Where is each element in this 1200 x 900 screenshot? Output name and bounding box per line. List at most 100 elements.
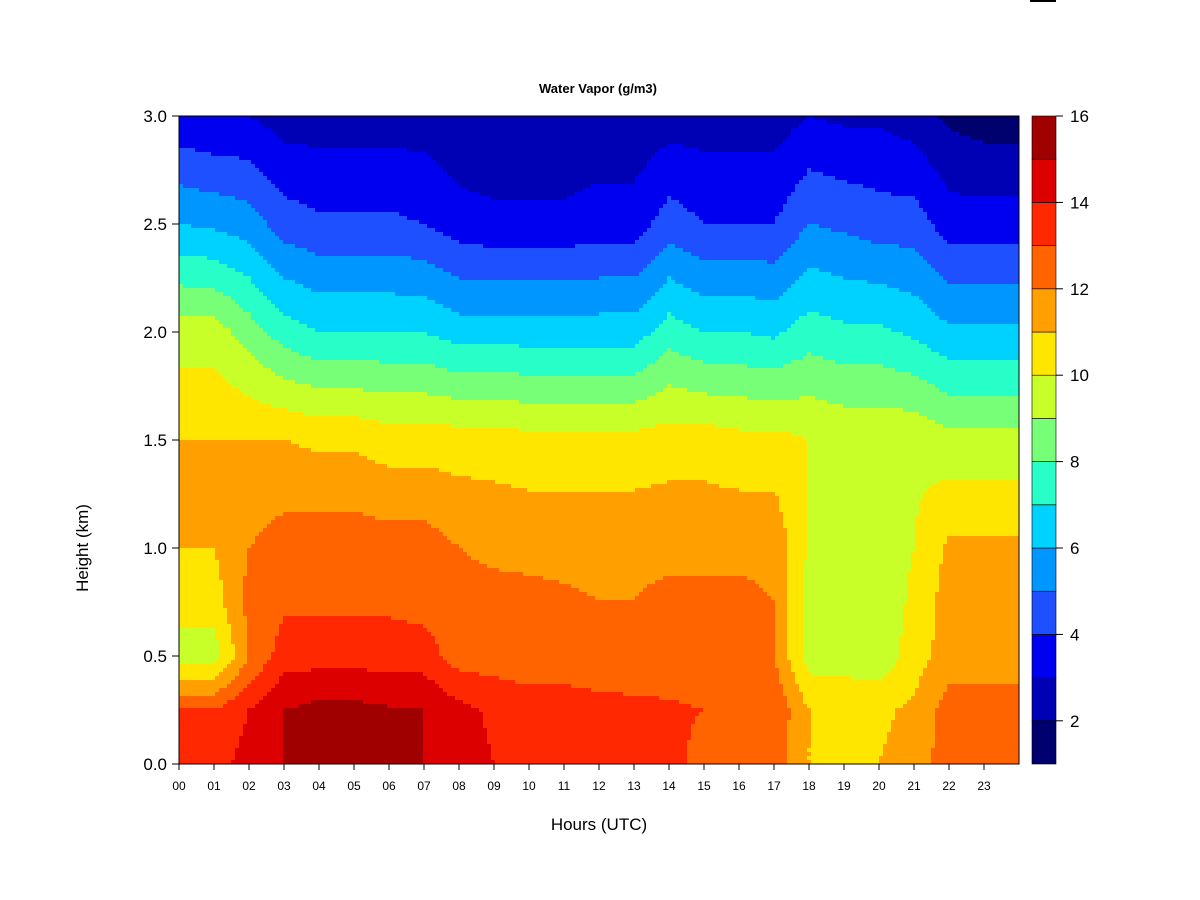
heatmap-cell <box>223 672 228 677</box>
heatmap-cell <box>243 424 248 429</box>
heatmap-cell <box>263 216 268 221</box>
heatmap-cell <box>251 548 256 553</box>
heatmap-cell <box>243 568 248 573</box>
heatmap-cell <box>203 180 208 185</box>
heatmap-cell <box>267 632 272 637</box>
heatmap-cell <box>235 620 240 625</box>
heatmap-cell <box>191 280 196 285</box>
heatmap-cell <box>299 200 304 205</box>
heatmap-cell <box>215 548 220 553</box>
heatmap-cell <box>227 496 232 501</box>
heatmap-cell <box>287 692 292 697</box>
heatmap-cell <box>195 400 200 405</box>
heatmap-cell <box>259 664 264 669</box>
heatmap-cell <box>255 252 260 257</box>
heatmap-cell <box>299 392 304 397</box>
heatmap-cell <box>195 416 200 421</box>
heatmap-cell <box>231 608 236 613</box>
heatmap-cell <box>275 748 280 753</box>
heatmap-cell <box>227 280 232 285</box>
heatmap-cell <box>263 728 268 733</box>
heatmap-cell <box>255 180 260 185</box>
heatmap-cell <box>263 492 268 497</box>
heatmap-cell <box>223 228 228 233</box>
heatmap-cell <box>203 436 208 441</box>
heatmap-cell <box>239 180 244 185</box>
heatmap-cell <box>179 276 184 281</box>
heatmap-cell <box>267 528 272 533</box>
heatmap-cell <box>251 252 256 257</box>
heatmap-cell <box>195 136 200 141</box>
heatmap-cell <box>263 672 268 677</box>
heatmap-cell <box>295 304 300 309</box>
heatmap-cell <box>287 176 292 181</box>
heatmap-cell <box>183 508 188 513</box>
heatmap-cell <box>239 128 244 133</box>
heatmap-cell <box>271 612 276 617</box>
heatmap-cell <box>191 212 196 217</box>
heatmap-cell <box>179 684 184 689</box>
heatmap-cell <box>235 292 240 297</box>
heatmap-cell <box>239 644 244 649</box>
heatmap-cell <box>195 592 200 597</box>
heatmap-cell <box>287 136 292 141</box>
heatmap-cell <box>299 304 304 309</box>
heatmap-cell <box>211 416 216 421</box>
heatmap-cell <box>235 176 240 181</box>
heatmap-cell <box>267 432 272 437</box>
heatmap-cell <box>203 184 208 189</box>
heatmap-cell <box>215 176 220 181</box>
heatmap-cell <box>227 180 232 185</box>
heatmap-cell <box>279 448 284 453</box>
heatmap-cell <box>275 248 280 253</box>
heatmap-cell <box>279 352 284 357</box>
heatmap-cell <box>219 636 224 641</box>
heatmap-cell <box>267 184 272 189</box>
heatmap-cell <box>243 304 248 309</box>
heatmap-cell <box>295 620 300 625</box>
heatmap-cell <box>187 548 192 553</box>
heatmap-cell <box>199 228 204 233</box>
heatmap-cell <box>295 164 300 169</box>
heatmap-cell <box>287 572 292 577</box>
heatmap-cell <box>223 728 228 733</box>
heatmap-cell <box>235 200 240 205</box>
heatmap-cell <box>207 216 212 221</box>
heatmap-cell <box>279 224 284 229</box>
heatmap-cell <box>271 360 276 365</box>
heatmap-cell <box>287 508 292 513</box>
heatmap-cell <box>203 364 208 369</box>
heatmap-cell <box>239 472 244 477</box>
heatmap-cell <box>251 492 256 497</box>
heatmap-cell <box>263 452 268 457</box>
heatmap-cell <box>227 616 232 621</box>
heatmap-cell <box>191 684 196 689</box>
heatmap-cell <box>211 344 216 349</box>
heatmap-cell <box>287 612 292 617</box>
heatmap-cell <box>227 312 232 317</box>
heatmap-cell <box>291 576 296 581</box>
heatmap-cell <box>187 316 192 321</box>
heatmap-cell <box>259 672 264 677</box>
heatmap-cell <box>239 176 244 181</box>
heatmap-cell <box>279 540 284 545</box>
heatmap-cell <box>223 744 228 749</box>
heatmap-cell <box>267 540 272 545</box>
heatmap-cell <box>231 584 236 589</box>
heatmap-cell <box>283 620 288 625</box>
heatmap-cell <box>299 548 304 553</box>
heatmap-cell <box>183 708 188 713</box>
heatmap-cell <box>215 244 220 249</box>
heatmap-cell <box>187 460 192 465</box>
heatmap-cell <box>183 216 188 221</box>
heatmap-cell <box>279 152 284 157</box>
heatmap-cell <box>291 616 296 621</box>
heatmap-cell <box>263 384 268 389</box>
heatmap-cell <box>179 496 184 501</box>
heatmap-cell <box>263 316 268 321</box>
heatmap-cell <box>271 616 276 621</box>
heatmap-cell <box>291 300 296 305</box>
heatmap-cell <box>195 476 200 481</box>
heatmap-cell <box>235 656 240 661</box>
heatmap-cell <box>223 484 228 489</box>
